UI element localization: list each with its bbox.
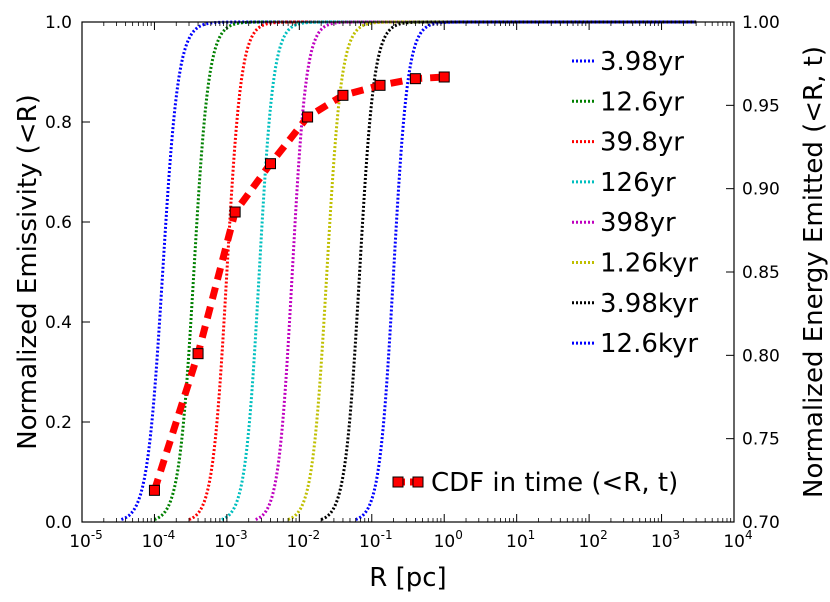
x-tick-label: 10-4 bbox=[142, 528, 176, 552]
y-right-tick-label: 0.75 bbox=[742, 430, 780, 450]
legend-label-3.98yr: 3.98yr bbox=[600, 47, 684, 77]
y-tick-label: 0.6 bbox=[45, 213, 72, 233]
y-tick-label: 0.2 bbox=[45, 413, 72, 433]
ticks-layer bbox=[81, 21, 735, 523]
y-right-axis-title: Normalized Energy Emitted (<R, t) bbox=[799, 46, 829, 498]
y-right-tick-label: 1.00 bbox=[742, 13, 780, 33]
x-tick-label: 104 bbox=[723, 528, 752, 552]
cdf-marker bbox=[302, 111, 314, 123]
tick-labels-layer: 10-5 10-4 10-3 10-2 10-1 100 101 102 103 104 0.0 0.… bbox=[45, 13, 780, 552]
legend-cdf: CDF in time (<R, t) bbox=[392, 468, 678, 498]
x-axis-title: R [pc] bbox=[369, 563, 446, 593]
legend-label-39.8yr: 39.8yr bbox=[600, 128, 684, 158]
cdf-marker bbox=[229, 206, 241, 218]
x-tick-label: 10-2 bbox=[287, 528, 321, 552]
y-right-tick-label: 0.95 bbox=[742, 96, 780, 116]
legend-label-12.6yr: 12.6yr bbox=[600, 87, 684, 117]
legend-label-398yr: 398yr bbox=[600, 208, 676, 238]
y-right-tick-label: 0.85 bbox=[742, 263, 780, 283]
legend-label-3.98kyr: 3.98kyr bbox=[600, 289, 698, 319]
curve-3.98kyr bbox=[320, 20, 697, 521]
y-axis-title: Normalized Emissivity (<R) bbox=[13, 94, 43, 450]
x-tick-label: 100 bbox=[434, 528, 463, 552]
legend-label-cdf: CDF in time (<R, t) bbox=[431, 468, 678, 498]
legend-label-1.26kyr: 1.26kyr bbox=[600, 249, 698, 279]
cdf-marker bbox=[409, 73, 421, 85]
x-tick-label: 103 bbox=[651, 528, 680, 552]
curve-1.26kyr bbox=[287, 20, 697, 521]
cdf-marker bbox=[438, 71, 450, 83]
y-tick-label: 0.0 bbox=[45, 513, 72, 533]
legend-label-12.6kyr: 12.6kyr bbox=[600, 329, 698, 359]
y-tick-label: 0.8 bbox=[45, 113, 72, 133]
legend-marker-cdf-left bbox=[392, 476, 404, 488]
cdf-marker bbox=[337, 89, 349, 101]
y-tick-label: 0.4 bbox=[45, 313, 72, 333]
cdf-marker bbox=[192, 348, 204, 360]
cdf-marker bbox=[374, 79, 386, 91]
y-right-tick-label: 0.90 bbox=[742, 180, 780, 200]
y-right-tick-label: 0.70 bbox=[742, 513, 780, 533]
legend: 3.98yr 12.6yr 39.8yr 126yr 398yr 1.26kyr 3.98k… bbox=[572, 47, 698, 359]
x-tick-label: 10-3 bbox=[214, 528, 248, 552]
x-tick-label: 102 bbox=[578, 528, 607, 552]
cdf-marker bbox=[148, 484, 160, 496]
legend-label-126yr: 126yr bbox=[600, 168, 676, 198]
x-tick-label: 10-1 bbox=[359, 528, 393, 552]
y-right-tick-label: 0.80 bbox=[742, 346, 780, 366]
legend-marker-cdf-right bbox=[412, 476, 424, 488]
x-tick-label: 101 bbox=[506, 528, 535, 552]
cdf-marker bbox=[265, 158, 277, 170]
x-tick-label: 10-5 bbox=[69, 528, 103, 552]
y-tick-label: 1.0 bbox=[45, 13, 72, 33]
cdf-layer bbox=[148, 71, 450, 496]
